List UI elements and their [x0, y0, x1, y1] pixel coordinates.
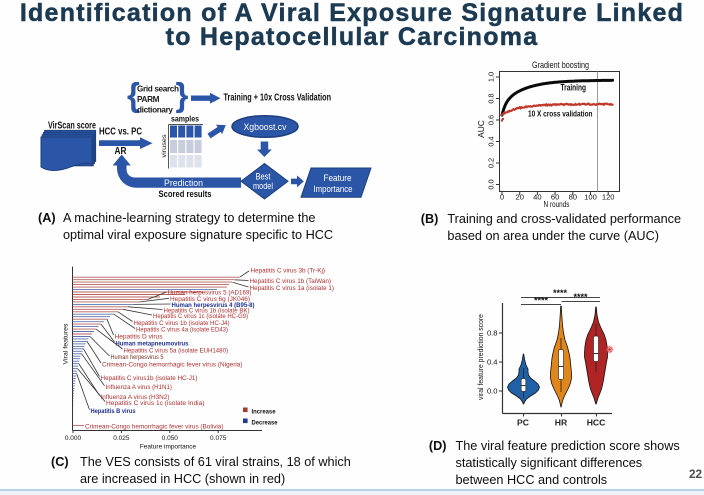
- svg-text:Crimean-Congo hemorrhagic feve: Crimean-Congo hemorrhagic fever virus (B…: [85, 423, 224, 430]
- svg-text:0.050: 0.050: [162, 435, 179, 442]
- svg-text:****: ****: [553, 288, 568, 298]
- svg-text:Grid search: Grid search: [137, 85, 179, 94]
- svg-text:Training: Training: [561, 83, 587, 93]
- svg-text:10 X cross validation: 10 X cross validation: [528, 109, 593, 119]
- svg-text:PARM: PARM: [137, 95, 160, 104]
- svg-text:VirScan score: VirScan score: [48, 121, 96, 132]
- svg-text:Hepatitis C virus 1b (isolate: Hepatitis C virus 1b (isolate BK): [164, 307, 250, 314]
- svg-text:0.025: 0.025: [113, 435, 130, 442]
- svg-text:Hepatitis C virus 1c (isolate: Hepatitis C virus 1c (isolate HC-G9): [153, 313, 248, 320]
- svg-text:Increase: Increase: [252, 409, 276, 416]
- svg-text:Crimean-Congo hemorrhagic feve: Crimean-Congo hemorrhagic fever virus (N…: [102, 361, 243, 368]
- svg-text:HCC vs. PC: HCC vs. PC: [99, 127, 142, 138]
- svg-text:Hepatitis C virus1b (isolate H: Hepatitis C virus1b (isolate HC-J1): [101, 375, 198, 382]
- svg-text:Xgboost.cv: Xgboost.cv: [244, 122, 287, 133]
- svg-text:Feature: Feature: [324, 173, 352, 183]
- svg-text:100: 100: [584, 193, 597, 202]
- svg-text:dictionary: dictionary: [137, 106, 173, 115]
- svg-text:Influenza A virus (H3N2): Influenza A virus (H3N2): [101, 394, 170, 401]
- svg-text:0.000: 0.000: [65, 435, 82, 442]
- svg-text:0.0: 0.0: [487, 387, 498, 396]
- svg-text:Best: Best: [256, 172, 271, 182]
- svg-text:Hepatitis C virus 1c (isolate: Hepatitis C virus 1c (isolate India): [106, 400, 205, 407]
- svg-text:Hepatitis C virus 1b (TaiWan): Hepatitis C virus 1b (TaiWan): [250, 278, 332, 285]
- svg-text:Hepatitis C virus 3b (Tr-Kj): Hepatitis C virus 3b (Tr-Kj): [251, 268, 326, 275]
- svg-text:Decrease: Decrease: [252, 420, 278, 427]
- svg-text:120: 120: [602, 193, 615, 202]
- svg-text:1.0: 1.0: [487, 72, 496, 82]
- svg-text:Feature importance: Feature importance: [140, 444, 197, 451]
- svg-text:Hepatitis C virus 6g (JK046): Hepatitis C virus 6g (JK046): [170, 296, 250, 303]
- svg-text:Viral features: Viral features: [63, 323, 70, 365]
- svg-text:Training + 10x Cross Validatio: Training + 10x Cross Validation: [224, 93, 332, 104]
- svg-text:AUC: AUC: [476, 120, 486, 138]
- svg-text:Hepatitis D virus: Hepatitis D virus: [115, 333, 164, 340]
- svg-text:AR: AR: [115, 146, 127, 157]
- svg-text:0.0: 0.0: [487, 179, 496, 189]
- svg-text:HR: HR: [555, 418, 568, 428]
- svg-text:Human herpesvirus 5 (AD169): Human herpesvirus 5 (AD169): [168, 290, 252, 297]
- svg-text:viruses: viruses: [161, 134, 168, 158]
- svg-text:Prediction: Prediction: [164, 178, 203, 188]
- svg-text:Hepatitis C virus 1a (isolate: Hepatitis C virus 1a (isolate 1): [250, 285, 335, 292]
- svg-text:Human metapneumovirus: Human metapneumovirus: [116, 340, 189, 347]
- svg-text:Hepatitis C virus 4a (isolate: Hepatitis C virus 4a (isolate ED43): [136, 327, 228, 334]
- svg-text:0: 0: [500, 193, 504, 202]
- svg-text:model: model: [253, 181, 273, 191]
- svg-text:Human herpesvirus 4 (B95-8): Human herpesvirus 4 (B95-8): [172, 302, 255, 309]
- svg-text:Scored results: Scored results: [159, 189, 212, 200]
- svg-text:0.8: 0.8: [487, 93, 496, 103]
- svg-text:40: 40: [533, 193, 541, 202]
- svg-text:0.075: 0.075: [210, 435, 227, 442]
- svg-text:}: }: [176, 76, 189, 113]
- svg-text:Importance: Importance: [314, 184, 353, 194]
- svg-text:Gradient boosting: Gradient boosting: [532, 60, 589, 70]
- svg-text:****: ****: [573, 292, 588, 302]
- svg-text:80: 80: [569, 193, 577, 202]
- svg-text:{: {: [127, 76, 140, 113]
- svg-text:Hepatitis B virus: Hepatitis B virus: [91, 408, 136, 415]
- svg-text:HCC: HCC: [587, 418, 606, 428]
- svg-text:0.8: 0.8: [487, 329, 498, 338]
- svg-text:PC: PC: [517, 418, 529, 428]
- svg-text:0.6: 0.6: [487, 115, 496, 125]
- svg-text:samples: samples: [171, 114, 199, 124]
- svg-text:viral feature prediction score: viral feature prediction score: [476, 314, 485, 400]
- svg-text:Human herpesvirus 5: Human herpesvirus 5: [111, 354, 164, 361]
- svg-text:20: 20: [515, 193, 523, 202]
- svg-text:****: ****: [534, 296, 549, 306]
- svg-text:Hepatitis C virus 1b (isolate: Hepatitis C virus 1b (isolate HC-J4): [134, 320, 230, 327]
- svg-text:60: 60: [551, 193, 559, 202]
- svg-text:N rounds: N rounds: [544, 199, 570, 209]
- svg-text:Influenza A virus (H1N1): Influenza A virus (H1N1): [106, 384, 173, 391]
- svg-text:0.4: 0.4: [487, 136, 496, 146]
- svg-text:Hepatitis C virus 5a (isolate: Hepatitis C virus 5a (isolate EUH1480): [124, 347, 229, 354]
- svg-text:0.4: 0.4: [487, 358, 498, 367]
- svg-text:0.2: 0.2: [487, 158, 496, 168]
